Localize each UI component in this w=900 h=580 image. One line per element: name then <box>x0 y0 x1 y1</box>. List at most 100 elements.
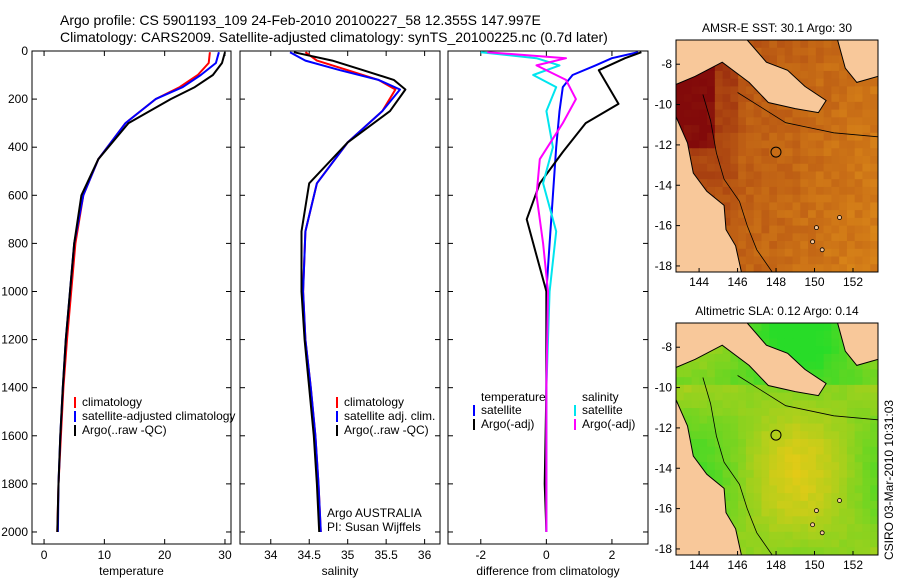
x-tick-label: 150 <box>804 275 824 289</box>
map-cell <box>808 408 817 417</box>
map-cell <box>730 462 739 471</box>
map-cell <box>738 109 747 118</box>
map-cell <box>738 140 747 149</box>
map-cell <box>800 361 809 370</box>
map-cell <box>784 485 794 494</box>
map-cell <box>862 125 871 134</box>
y-tick-label: 600 <box>8 188 28 202</box>
map-cell <box>761 462 770 471</box>
map-cell <box>846 446 856 456</box>
map-cell <box>823 446 832 456</box>
map-cell <box>792 524 801 533</box>
map-cell <box>831 55 840 64</box>
map-cell <box>738 454 747 463</box>
map-cell <box>722 186 731 196</box>
map-cell <box>815 516 825 525</box>
x-tick-label: 20 <box>158 548 172 562</box>
map-cell <box>800 524 809 533</box>
map-cell <box>730 78 739 87</box>
map-cell <box>784 462 794 471</box>
map-cell <box>730 101 739 111</box>
map-cell <box>823 384 832 394</box>
map-cell <box>777 171 786 180</box>
map-cell <box>730 210 739 219</box>
map-cell <box>769 109 778 118</box>
map-cell <box>823 346 832 355</box>
map-cell <box>738 531 747 541</box>
map-cell <box>823 109 832 118</box>
map-cell <box>714 140 724 149</box>
map-cell <box>707 423 716 432</box>
map-cell <box>854 439 864 448</box>
map-cell <box>769 539 778 548</box>
map-cell <box>683 101 693 111</box>
map-cell <box>784 217 794 227</box>
map-cell <box>745 493 755 502</box>
map-cell <box>815 256 825 265</box>
map-cell <box>761 186 770 196</box>
map-cell <box>745 508 755 517</box>
legend-label: satellite <box>582 403 623 417</box>
map-cell <box>707 132 716 142</box>
map-content <box>676 323 878 555</box>
map-cell <box>722 148 731 157</box>
map-cell <box>854 86 864 95</box>
map-cell <box>714 148 724 157</box>
map-cell <box>792 47 801 57</box>
map-cell <box>784 400 794 409</box>
map-cell <box>730 225 739 234</box>
map-cell <box>823 148 832 157</box>
map-cell <box>839 493 848 502</box>
map-cell <box>738 547 747 555</box>
map-cell <box>792 392 801 401</box>
map-cell <box>777 408 786 417</box>
map-cell <box>846 171 856 180</box>
map-cell <box>722 369 731 378</box>
map-cell <box>784 264 794 272</box>
map-cell <box>792 485 801 494</box>
map-cell <box>676 117 685 126</box>
map-cell <box>699 101 708 111</box>
map-cell <box>707 70 716 80</box>
map-cell <box>738 132 747 142</box>
map-cell <box>722 125 731 134</box>
map-cell <box>745 477 755 486</box>
map-cell <box>846 384 856 394</box>
map-cell <box>738 94 747 103</box>
map-cell <box>769 117 778 126</box>
map-cell <box>707 171 716 180</box>
map-cell <box>870 415 878 425</box>
map-cell <box>808 63 817 72</box>
map-cell <box>769 163 778 173</box>
map-cell <box>808 194 817 203</box>
map-cell <box>815 194 825 203</box>
map-cell <box>676 392 685 401</box>
y-tick-label: 2000 <box>1 525 28 539</box>
map-cell <box>823 547 832 555</box>
map-cell <box>730 140 739 149</box>
legend-label: satellite <box>481 403 522 417</box>
map-cell <box>777 163 786 173</box>
map-cell <box>862 377 871 386</box>
map-cell <box>777 446 786 456</box>
map-cell <box>808 462 817 471</box>
map-cell <box>831 346 840 355</box>
map-cell <box>761 408 770 417</box>
map-cell <box>792 346 801 355</box>
land-queensland <box>676 116 742 272</box>
map-cell <box>769 171 778 180</box>
map-cell <box>691 446 700 456</box>
map-cell <box>870 264 878 272</box>
map-cell <box>784 446 794 456</box>
map-cell <box>854 454 864 463</box>
map-cell <box>691 377 700 386</box>
map-cell <box>753 171 763 180</box>
map-cell <box>862 392 871 401</box>
map-cell <box>769 148 778 157</box>
map-cell <box>854 539 864 548</box>
map-cell <box>714 361 724 370</box>
map-cell <box>870 101 878 111</box>
map-cell <box>800 256 809 265</box>
map-cell <box>769 524 778 533</box>
map-cell <box>808 454 817 463</box>
